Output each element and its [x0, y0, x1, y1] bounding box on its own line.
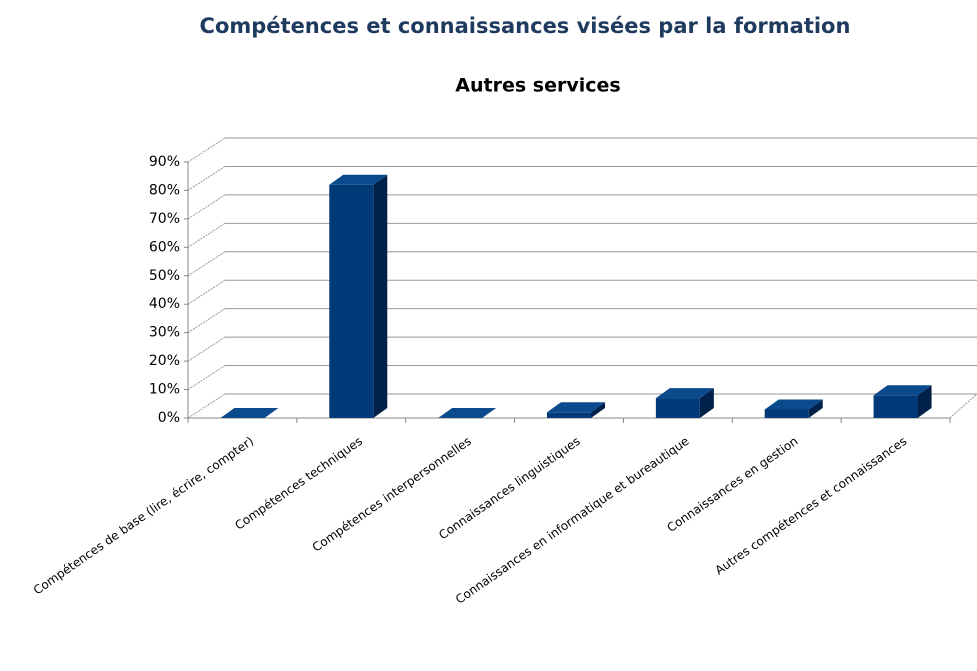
y-tick-label: 70% — [149, 211, 180, 227]
grid-side — [187, 137, 226, 163]
floor-edge — [949, 393, 977, 419]
bar-group — [655, 388, 714, 418]
bar-top — [438, 408, 497, 418]
y-tick-label: 20% — [149, 353, 180, 369]
bar-top — [873, 385, 932, 396]
y-tick-label: 80% — [149, 182, 180, 198]
bar — [873, 395, 918, 418]
bar — [655, 398, 700, 418]
grid-side — [187, 308, 226, 334]
y-tick-label: 30% — [149, 325, 180, 341]
bar-top — [329, 174, 388, 185]
bar-side — [917, 385, 932, 418]
grid-side — [187, 393, 226, 419]
y-tick-label: 40% — [149, 296, 180, 312]
bar-top — [220, 408, 279, 418]
y-tick-label: 60% — [149, 239, 180, 255]
grid-side — [187, 336, 226, 362]
bar-group — [873, 385, 932, 418]
grid-side — [187, 166, 226, 191]
bar-group — [547, 402, 605, 418]
bar-top — [547, 402, 605, 413]
bar-group — [764, 399, 823, 418]
grid-side — [187, 365, 226, 390]
y-tick-label: 90% — [149, 154, 180, 170]
bar — [329, 184, 374, 418]
bar-side — [591, 402, 605, 418]
bar — [764, 409, 809, 418]
x-tick-label: Autres compétences et connaissances — [712, 434, 909, 578]
y-tick-label: 50% — [149, 268, 180, 284]
bar-group — [438, 408, 497, 418]
grid-side — [187, 194, 226, 220]
bar-top — [655, 388, 714, 399]
bar-top — [764, 399, 823, 410]
bar-group — [220, 408, 279, 418]
x-tick-label: Compétences de base (lire, écrire, compt… — [31, 434, 256, 598]
bar-side — [373, 174, 388, 418]
y-tick-label: 10% — [149, 382, 180, 398]
grid-side — [187, 251, 226, 277]
grid-side — [187, 222, 226, 248]
bar — [547, 412, 591, 418]
bar-group — [329, 174, 388, 418]
bar-side — [699, 388, 714, 418]
grid-side — [187, 279, 226, 305]
bar-side — [808, 399, 823, 418]
chart-subtitle: Autres services — [455, 75, 620, 97]
y-tick-label: 0% — [158, 410, 180, 426]
x-tick-label: Connaissances en informatique et bureaut… — [453, 434, 692, 607]
chart-title: Compétences et connaissances visées par … — [200, 14, 851, 38]
